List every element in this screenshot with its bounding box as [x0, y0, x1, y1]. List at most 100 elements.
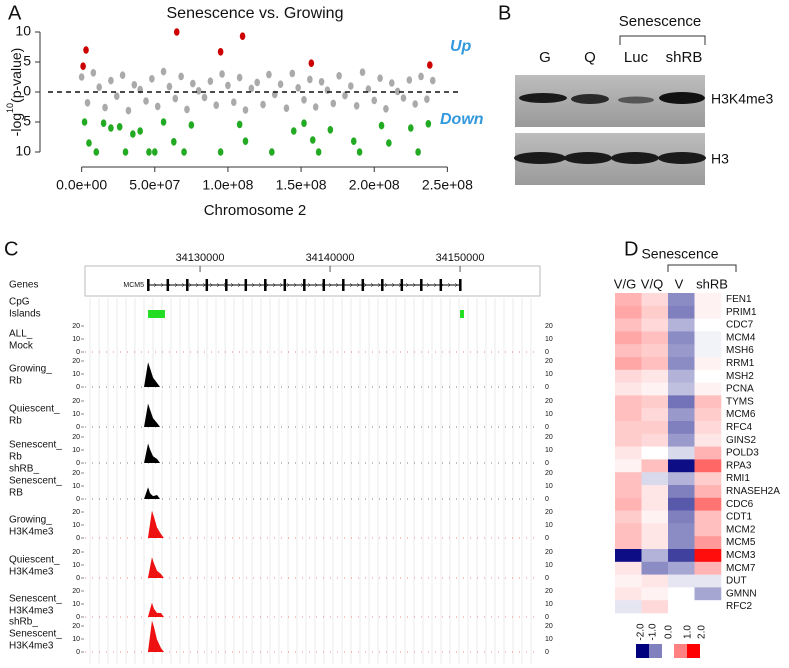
heat-cell	[668, 408, 695, 422]
signal-peak	[144, 443, 161, 463]
gene-name: MCM5	[123, 282, 144, 289]
heat-cell	[615, 344, 642, 358]
exon	[264, 279, 267, 291]
heat-cell	[668, 510, 695, 524]
strand-arrow	[265, 282, 269, 288]
strand-arrow	[342, 282, 346, 288]
point	[108, 76, 114, 85]
heat-cell	[668, 536, 695, 550]
y-tick-label: 5	[23, 53, 31, 69]
row-label: RNASEH2A	[726, 486, 780, 497]
heat-cell	[641, 408, 669, 422]
point	[371, 96, 378, 105]
y-axis-label: -log10(p-value)	[5, 48, 23, 137]
panel-label: B	[498, 2, 511, 24]
track-label: Senescent_	[9, 440, 62, 451]
row-label: RFC2	[726, 601, 753, 612]
annotation: Down	[440, 111, 484, 128]
track-scale: 20	[545, 470, 553, 477]
point	[424, 95, 430, 103]
row-label: MCM7	[726, 563, 756, 574]
strand-arrow	[293, 282, 297, 288]
point	[201, 93, 208, 102]
ruler-box	[84, 265, 541, 297]
row-label: MSH2	[726, 371, 754, 382]
point	[131, 81, 138, 89]
heat-cell	[615, 357, 642, 371]
heat-cell	[694, 561, 722, 575]
heat-cell	[694, 472, 722, 486]
y-label-part: -log	[8, 113, 24, 136]
point	[217, 48, 224, 56]
point	[388, 79, 395, 87]
heat-cell	[694, 536, 722, 550]
heat-cell	[641, 357, 669, 371]
point	[378, 121, 385, 130]
heat-cell	[668, 523, 695, 537]
point	[277, 80, 284, 88]
heat-cell	[615, 331, 642, 345]
column-label: V/G	[614, 276, 636, 291]
point	[359, 68, 366, 76]
point	[122, 148, 129, 156]
point	[427, 61, 433, 69]
point	[353, 102, 360, 110]
heat-cell	[694, 497, 722, 511]
track-label: Rb	[9, 452, 22, 463]
strand-arrow	[258, 282, 262, 288]
point	[83, 46, 89, 54]
signal-peak	[147, 620, 164, 652]
track-label: H3K4me3	[9, 527, 54, 538]
colorbar-label: 1.0	[683, 625, 694, 639]
band	[618, 96, 654, 104]
x-tick-label: 1.5e+08	[276, 177, 327, 193]
track-label: H3K4me3	[9, 606, 54, 617]
point	[172, 94, 179, 103]
strand-arrow	[216, 282, 220, 288]
track-scale: 20	[72, 470, 80, 477]
row-label: H3	[711, 151, 729, 167]
heat-cell	[641, 523, 669, 537]
track-scale: 10	[72, 522, 80, 529]
band	[571, 94, 609, 104]
point	[160, 67, 167, 76]
track-label: Quiescent_	[9, 555, 60, 566]
track-scale: 0	[76, 460, 80, 467]
colorbar-swatch	[636, 644, 649, 658]
track-scale: 10	[72, 447, 80, 454]
heat-cell	[668, 305, 695, 319]
point	[213, 101, 220, 109]
point	[283, 104, 290, 112]
colorbar-swatch	[649, 644, 662, 658]
heat-cell	[615, 600, 642, 614]
track-label: Growing_	[9, 515, 52, 526]
exon	[166, 279, 170, 291]
strand-arrow	[272, 282, 276, 288]
row-label: MCM6	[726, 409, 756, 420]
heat-cell	[615, 536, 642, 550]
heat-cell	[668, 497, 695, 511]
heat-cell	[694, 523, 722, 537]
point	[119, 71, 126, 79]
heat-cell	[694, 549, 722, 563]
heat-cell	[694, 459, 722, 473]
strand-arrow	[223, 282, 227, 288]
point	[356, 148, 363, 156]
track-scale: 10	[72, 336, 80, 343]
exon	[439, 279, 443, 291]
colorbar-swatch	[674, 644, 687, 658]
heat-cell	[668, 395, 695, 409]
heat-cell	[641, 574, 669, 588]
row-label: RFC4	[726, 422, 753, 433]
row-label: TYMS	[726, 396, 754, 407]
point	[160, 118, 167, 126]
track-scale: 0	[76, 424, 80, 431]
point	[242, 137, 249, 145]
track-scale: 10	[545, 411, 553, 418]
heat-cell	[694, 395, 722, 409]
column-label: V	[675, 276, 684, 291]
heat-cell	[615, 433, 642, 447]
heat-cell	[668, 600, 695, 614]
heat-cell	[668, 318, 695, 332]
